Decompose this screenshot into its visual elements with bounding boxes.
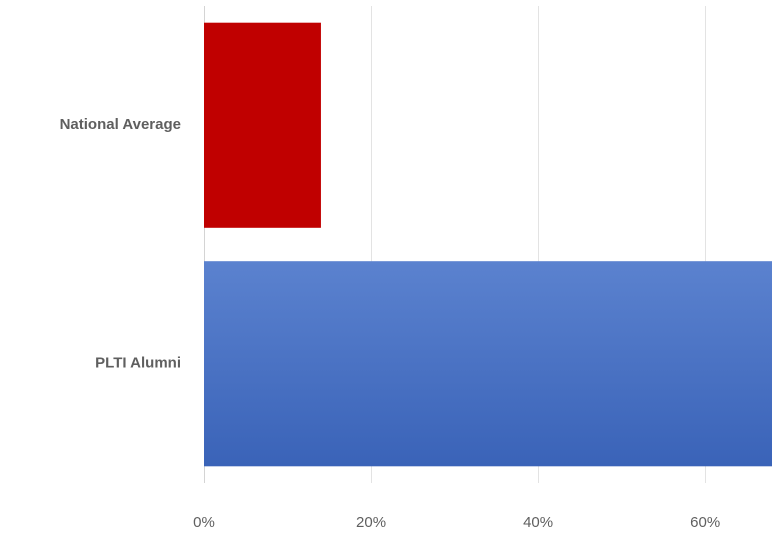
x-tick-label: 20% [356,514,386,531]
category-label: PLTI Alumni [95,355,181,372]
x-tick-label: 40% [523,514,553,531]
bar-national-average [204,22,321,228]
category-label: National Average [60,116,181,133]
category-labels: National Average PLTI Alumni [60,116,181,372]
x-tick-label: 0% [193,514,215,531]
bar-plti-alumni [204,261,772,467]
x-axis-ticks: 0% 20% 40% 60% [193,514,720,531]
x-tick-label: 60% [690,514,720,531]
bars [204,22,772,467]
